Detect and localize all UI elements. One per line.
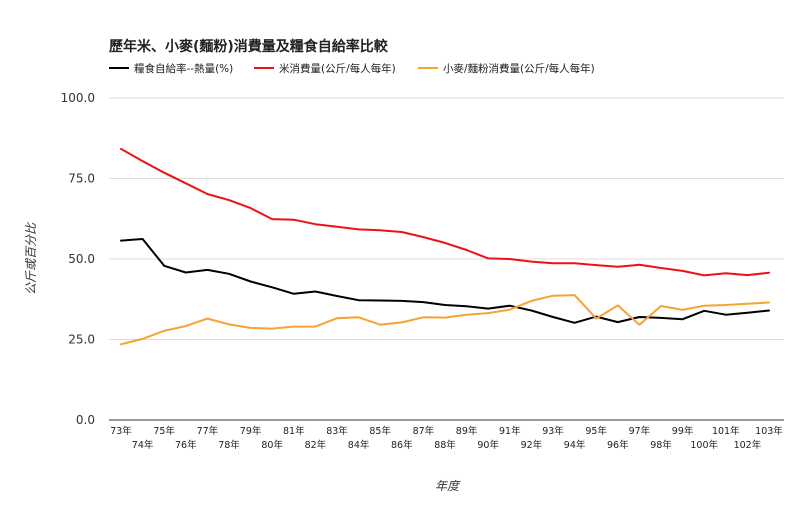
x-tick-label: 99年: [672, 425, 694, 437]
x-tick-label: 88年: [434, 439, 456, 451]
x-tick-label: 86年: [391, 439, 413, 451]
x-tick-label: 96年: [607, 439, 629, 451]
x-tick-label: 83年: [326, 425, 348, 437]
x-tick-label: 75年: [153, 425, 175, 437]
y-tick-label: 100.0: [61, 91, 95, 105]
x-tick-label: 103年: [755, 425, 783, 437]
grid: [109, 97, 784, 421]
x-tick-label: 89年: [456, 425, 478, 437]
x-tick-label: 95年: [585, 425, 607, 437]
y-axis-ticks: 0.0 25.0 50.0 75.0 100.0: [61, 91, 95, 427]
x-tick-label: 85年: [369, 425, 391, 437]
x-tick-label: 78年: [218, 439, 240, 451]
x-tick-label: 84年: [348, 439, 370, 451]
legend: 糧食自給率--熱量(%) 米消費量(公斤/每人每年) 小麥/麵粉消費量(公斤/每人每…: [109, 62, 595, 75]
series-lines: [120, 147, 770, 346]
x-axis-ticks: 73年74年75年76年77年78年79年80年81年82年83年84年85年8…: [110, 425, 783, 451]
legend-label: 米消費量(公斤/每人每年): [279, 62, 396, 75]
x-tick-label: 94年: [564, 439, 586, 451]
chart-title: 歷年米、小麥(麵粉)消費量及糧食自給率比較: [109, 38, 389, 55]
x-tick-label: 92年: [521, 439, 543, 451]
x-tick-label: 101年: [712, 425, 740, 437]
x-tick-label: 81年: [283, 425, 305, 437]
x-tick-label: 87年: [413, 425, 435, 437]
x-tick-label: 100年: [690, 439, 718, 451]
series-line-2: [120, 147, 770, 277]
series-line-3: [120, 294, 770, 346]
y-tick-label: 50.0: [68, 252, 95, 266]
x-tick-label: 73年: [110, 425, 132, 437]
x-tick-label: 79年: [240, 425, 262, 437]
x-axis-title: 年度: [435, 479, 461, 493]
y-tick-label: 25.0: [68, 333, 95, 347]
y-axis-title: 公斤或百分比: [24, 222, 38, 295]
legend-item: 小麥/麵粉消費量(公斤/每人每年): [418, 62, 595, 75]
x-tick-label: 77年: [197, 425, 219, 437]
x-tick-label: 74年: [132, 439, 154, 451]
series-line-1: [120, 238, 770, 324]
legend-item: 糧食自給率--熱量(%): [109, 62, 233, 75]
x-tick-label: 102年: [734, 439, 762, 451]
x-tick-label: 93年: [542, 425, 564, 437]
x-tick-label: 97年: [629, 425, 651, 437]
x-tick-label: 76年: [175, 439, 197, 451]
legend-label: 糧食自給率--熱量(%): [134, 62, 233, 75]
x-tick-label: 82年: [305, 439, 327, 451]
x-tick-label: 80年: [261, 439, 283, 451]
legend-label: 小麥/麵粉消費量(公斤/每人每年): [443, 62, 595, 75]
x-tick-label: 91年: [499, 425, 521, 437]
y-tick-label: 0.0: [76, 413, 95, 427]
x-tick-label: 98年: [650, 439, 672, 451]
x-tick-label: 90年: [477, 439, 499, 451]
legend-item: 米消費量(公斤/每人每年): [254, 62, 396, 75]
y-tick-label: 75.0: [68, 172, 95, 186]
